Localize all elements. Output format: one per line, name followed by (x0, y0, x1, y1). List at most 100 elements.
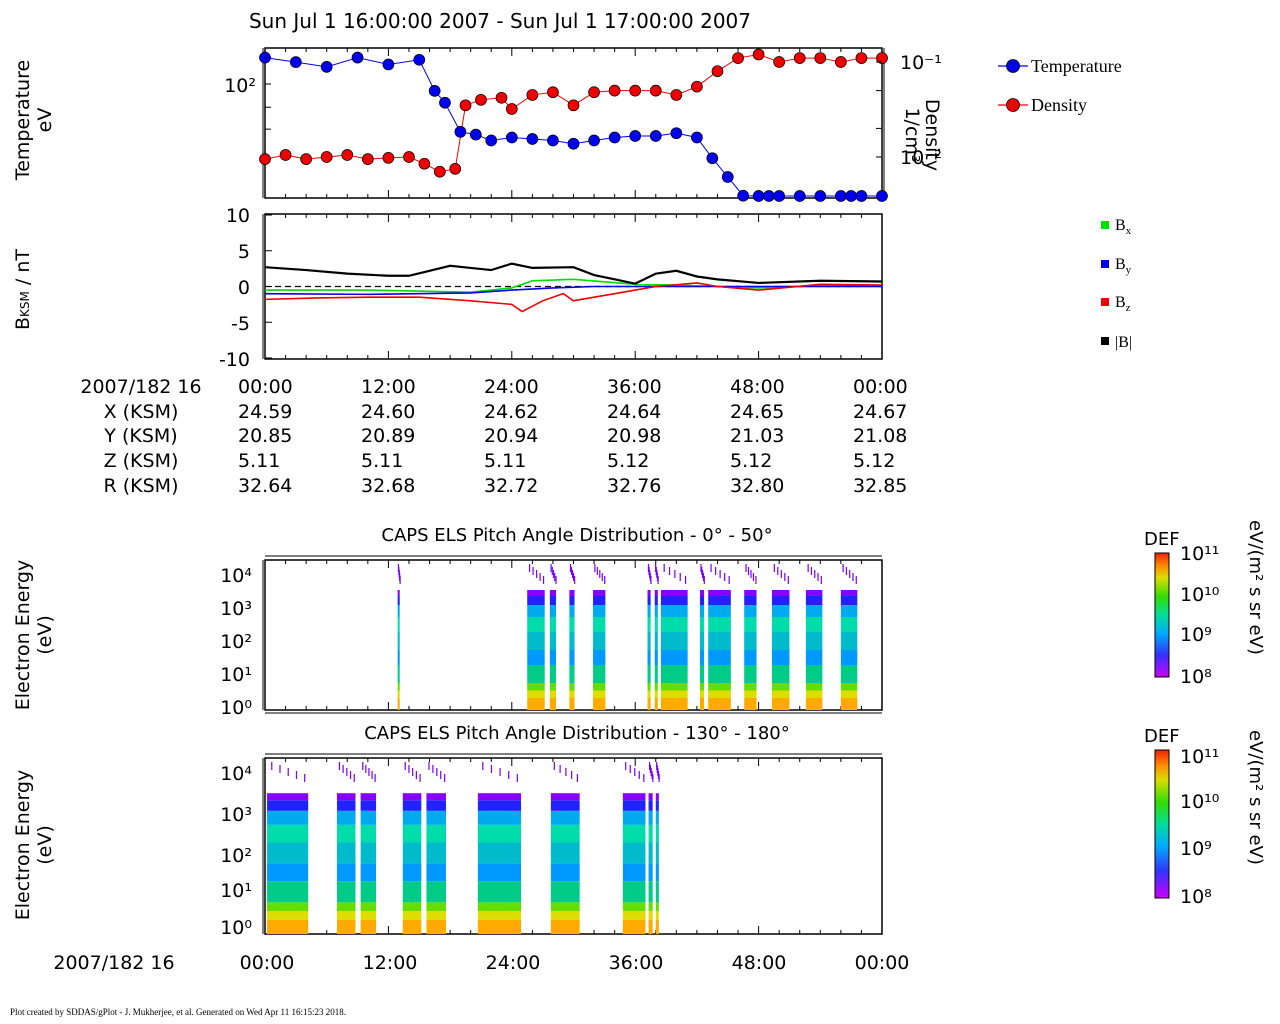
pad1-cell (660, 698, 688, 710)
pad1-speckle (647, 564, 650, 572)
pad1-speckle (554, 573, 556, 581)
pad1-cell (699, 665, 705, 683)
pad1-speckle (852, 573, 854, 581)
pad2-cell (336, 810, 356, 825)
pad2-cell (477, 800, 522, 811)
temperature-point (439, 96, 451, 109)
bottom-time-tick: 48:00 (732, 952, 787, 974)
pad1-cell (771, 650, 790, 665)
svg-text:eV/(m² s sr eV): eV/(m² s sr eV) (1245, 730, 1266, 865)
pad2-speckle (342, 765, 344, 773)
pad1-cell (527, 690, 545, 698)
pad1-speckle (684, 576, 687, 584)
pad1-speckle (703, 576, 705, 584)
pad2-cell (648, 824, 653, 843)
pad2-cell (648, 902, 653, 912)
pad2-speckle (657, 768, 659, 776)
pad1-speckle (550, 564, 552, 572)
density-point (279, 149, 292, 161)
pad1-cell (744, 650, 757, 665)
pad1-speckle (539, 573, 541, 581)
pad1-cell (549, 605, 557, 617)
pad1-cell (771, 590, 790, 596)
pad2-cell (622, 810, 646, 825)
pad2-speckle (482, 762, 484, 770)
pad2-cell (402, 842, 422, 864)
density-point (752, 48, 765, 61)
pad1-cell (744, 665, 757, 683)
pad2-speckle (419, 774, 421, 782)
energy-tick-label: 10⁴ (220, 763, 252, 785)
pad2-cell (402, 824, 422, 843)
pad2-speckle (362, 762, 364, 770)
pad1-cell (660, 605, 688, 617)
pad2-cell (336, 919, 356, 934)
temperature-point (855, 190, 868, 202)
pad1-speckle (810, 567, 813, 575)
pad2-cell (648, 810, 653, 825)
temperature-point (737, 189, 750, 202)
pad2-cell (622, 863, 646, 882)
temperature-point (608, 131, 621, 144)
ephemeris-row-z: Z (KSM) 5.11 5.11 5.11 5.12 5.12 5.12 (103, 450, 896, 473)
pad1-cell (527, 698, 545, 710)
pad2-cell (477, 919, 522, 934)
pad2-cell (477, 793, 522, 801)
pad1-cell (744, 690, 757, 698)
b-series-by (264, 285, 882, 296)
pad-title-130-180: CAPS ELS Pitch Angle Distribution - 130°… (364, 723, 790, 744)
density-point (649, 84, 662, 97)
pad2-cell (360, 919, 377, 934)
temperature-point (629, 130, 642, 142)
pad1-cell (708, 596, 731, 605)
pad2-cell (550, 842, 580, 864)
temperature-point (454, 125, 467, 138)
pad2-speckle (353, 774, 355, 782)
pad1-cell (840, 596, 858, 605)
pad2-cell (402, 863, 422, 882)
svg-text:10¹¹: 10¹¹ (1180, 543, 1219, 565)
pad1-cell (569, 632, 575, 650)
pad1-cell (593, 590, 606, 596)
pad1-cell (840, 683, 858, 691)
temperature-line (264, 57, 882, 197)
svg-text:10⁸: 10⁸ (1180, 666, 1212, 688)
pad1-cell (397, 650, 400, 665)
pad2-cell (655, 800, 659, 811)
pad1-cell (771, 605, 790, 617)
density-point (320, 151, 333, 163)
pad1-cell (805, 632, 823, 650)
pad1-cell (699, 590, 705, 596)
pad2-speckle (428, 762, 430, 770)
pad1-cell (744, 632, 757, 650)
pad2-cell (426, 800, 446, 811)
pad1-speckle (745, 564, 747, 572)
pad1-cell (744, 617, 757, 632)
pad1-cell (549, 650, 557, 665)
pad1-cell (527, 632, 545, 650)
pad2-cell (648, 919, 653, 934)
density-point (670, 89, 683, 101)
pad2-speckle (287, 768, 289, 776)
pad2-cell (402, 800, 422, 811)
temperature-density-panel (262, 47, 885, 199)
temperature-point (752, 190, 765, 202)
pad1-cell (805, 665, 823, 683)
pad1-cell (660, 650, 688, 665)
pad1-cell (647, 683, 651, 691)
pad1-speckle (532, 567, 534, 575)
pad2-cell (267, 824, 309, 843)
pad1-speckle (784, 573, 786, 581)
pad1-speckle (820, 576, 822, 584)
pad1-cell (660, 632, 688, 650)
pad2-cell (267, 911, 309, 920)
pad1-cell (593, 632, 606, 650)
pad2-cell (477, 863, 522, 882)
pad1-cell (549, 596, 557, 605)
temperature-point (505, 131, 518, 144)
b-tick-label: -5 (231, 313, 250, 335)
pad2-speckle (571, 771, 573, 779)
pad2-cell (477, 902, 522, 912)
temperature-point (773, 190, 786, 202)
